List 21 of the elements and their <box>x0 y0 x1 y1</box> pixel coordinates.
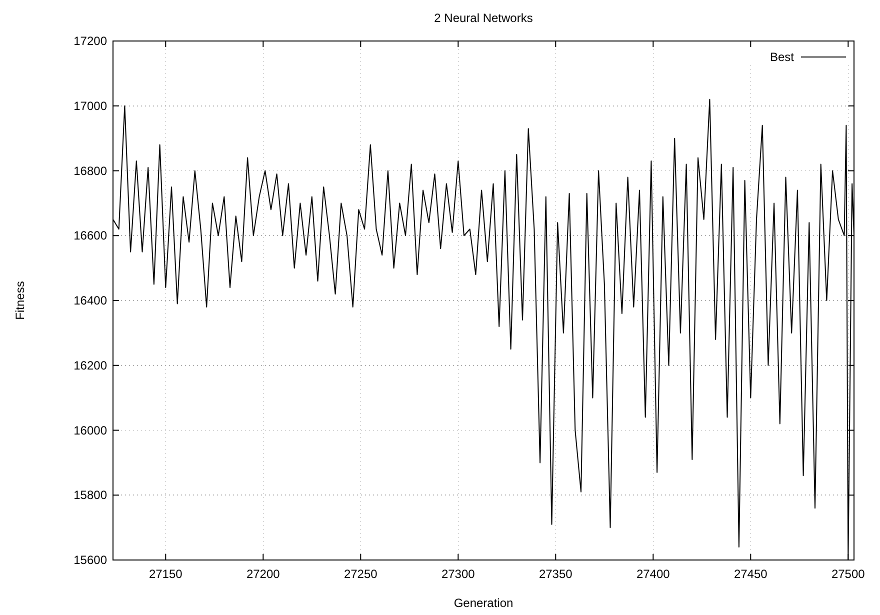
x-tick-label: 27350 <box>538 567 573 581</box>
y-tick-label: 16200 <box>74 358 108 372</box>
x-tick-label: 27450 <box>734 567 768 581</box>
y-axis-title: Fitness <box>13 281 27 320</box>
legend-label: Best <box>770 50 795 64</box>
y-tick-label: 15600 <box>74 553 108 567</box>
x-tick-label: 27150 <box>148 567 183 581</box>
x-tick-label: 27500 <box>831 567 866 581</box>
y-tick-label: 16400 <box>74 294 108 308</box>
x-axis-title: Generation <box>454 596 514 610</box>
x-tick-label: 27300 <box>441 567 476 581</box>
y-tick-label: 16000 <box>74 423 108 438</box>
x-tick-label: 27250 <box>344 567 378 581</box>
x-tick-label: 27400 <box>636 567 670 581</box>
y-tick-label: 17000 <box>74 98 108 113</box>
y-tick-label: 16800 <box>74 164 108 178</box>
y-tick-label: 16600 <box>74 228 108 243</box>
chart-title: 2 Neural Networks <box>434 11 533 25</box>
y-tick-label: 17200 <box>74 34 108 48</box>
y-tick-label: 15800 <box>74 488 108 502</box>
x-tick-label: 27200 <box>246 567 280 581</box>
